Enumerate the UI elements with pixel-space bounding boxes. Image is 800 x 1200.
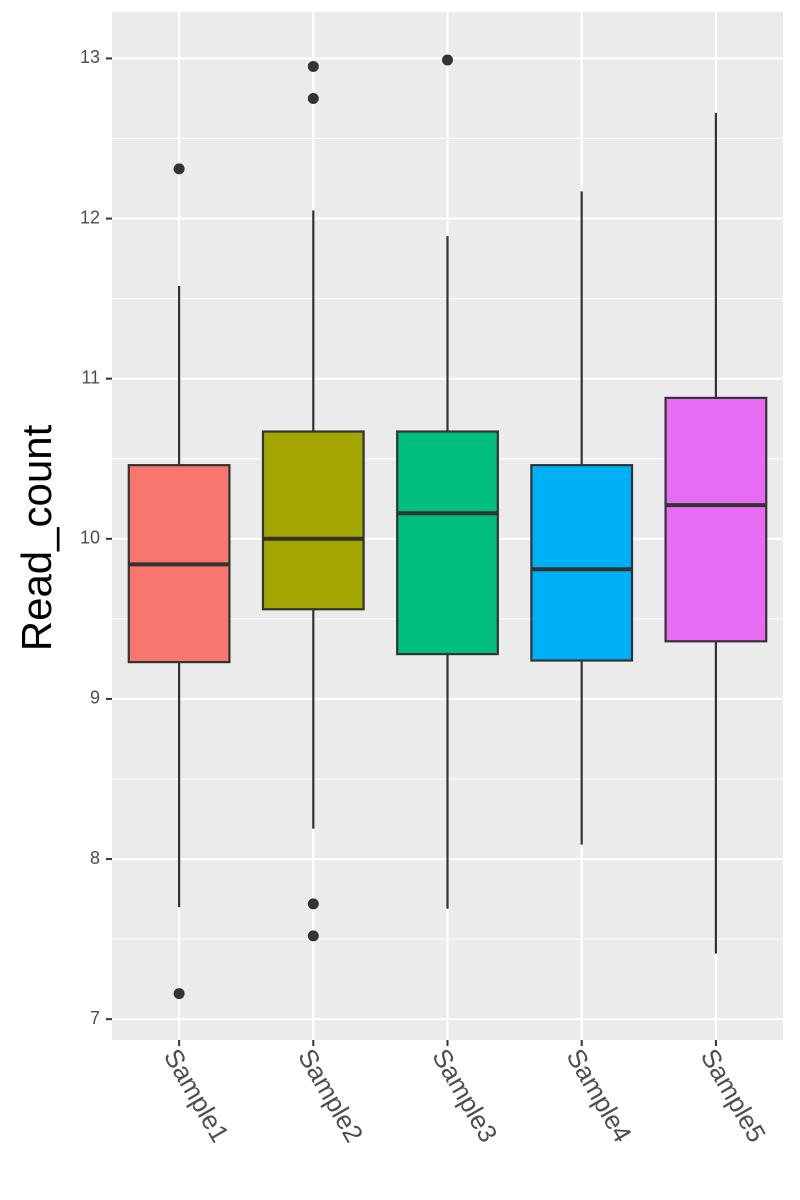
- x-tick-label: Sample3: [426, 1043, 503, 1147]
- x-tick-label: Sample1: [158, 1043, 235, 1147]
- box-group: [664, 112, 768, 954]
- outlier: [442, 54, 453, 66]
- y-tick-label: 10: [80, 528, 100, 548]
- box-group: [530, 191, 634, 845]
- outlier: [307, 92, 319, 104]
- outlier: [307, 898, 319, 910]
- box: [664, 396, 768, 643]
- y-tick-label: 7: [90, 1008, 100, 1028]
- y-tick-label: 9: [90, 688, 100, 708]
- outlier: [307, 930, 319, 942]
- y-tick-label: 8: [90, 848, 100, 868]
- box: [396, 430, 499, 656]
- outlier: [173, 163, 185, 175]
- x-tick-label: Sample5: [695, 1043, 772, 1147]
- y-tick-label: 13: [80, 47, 100, 67]
- box-group: [261, 60, 365, 942]
- y-axis-label: Read_count: [13, 424, 60, 651]
- outlier: [173, 988, 185, 1000]
- box: [530, 464, 634, 662]
- box-group: [127, 163, 231, 1000]
- outlier: [307, 60, 319, 72]
- x-tick-label: Sample4: [561, 1043, 638, 1147]
- y-tick-label: 12: [80, 207, 100, 227]
- box-group: [396, 54, 499, 909]
- box: [261, 430, 365, 611]
- y-tick-label: 11: [81, 367, 100, 387]
- x-tick-label: Sample2: [292, 1043, 369, 1147]
